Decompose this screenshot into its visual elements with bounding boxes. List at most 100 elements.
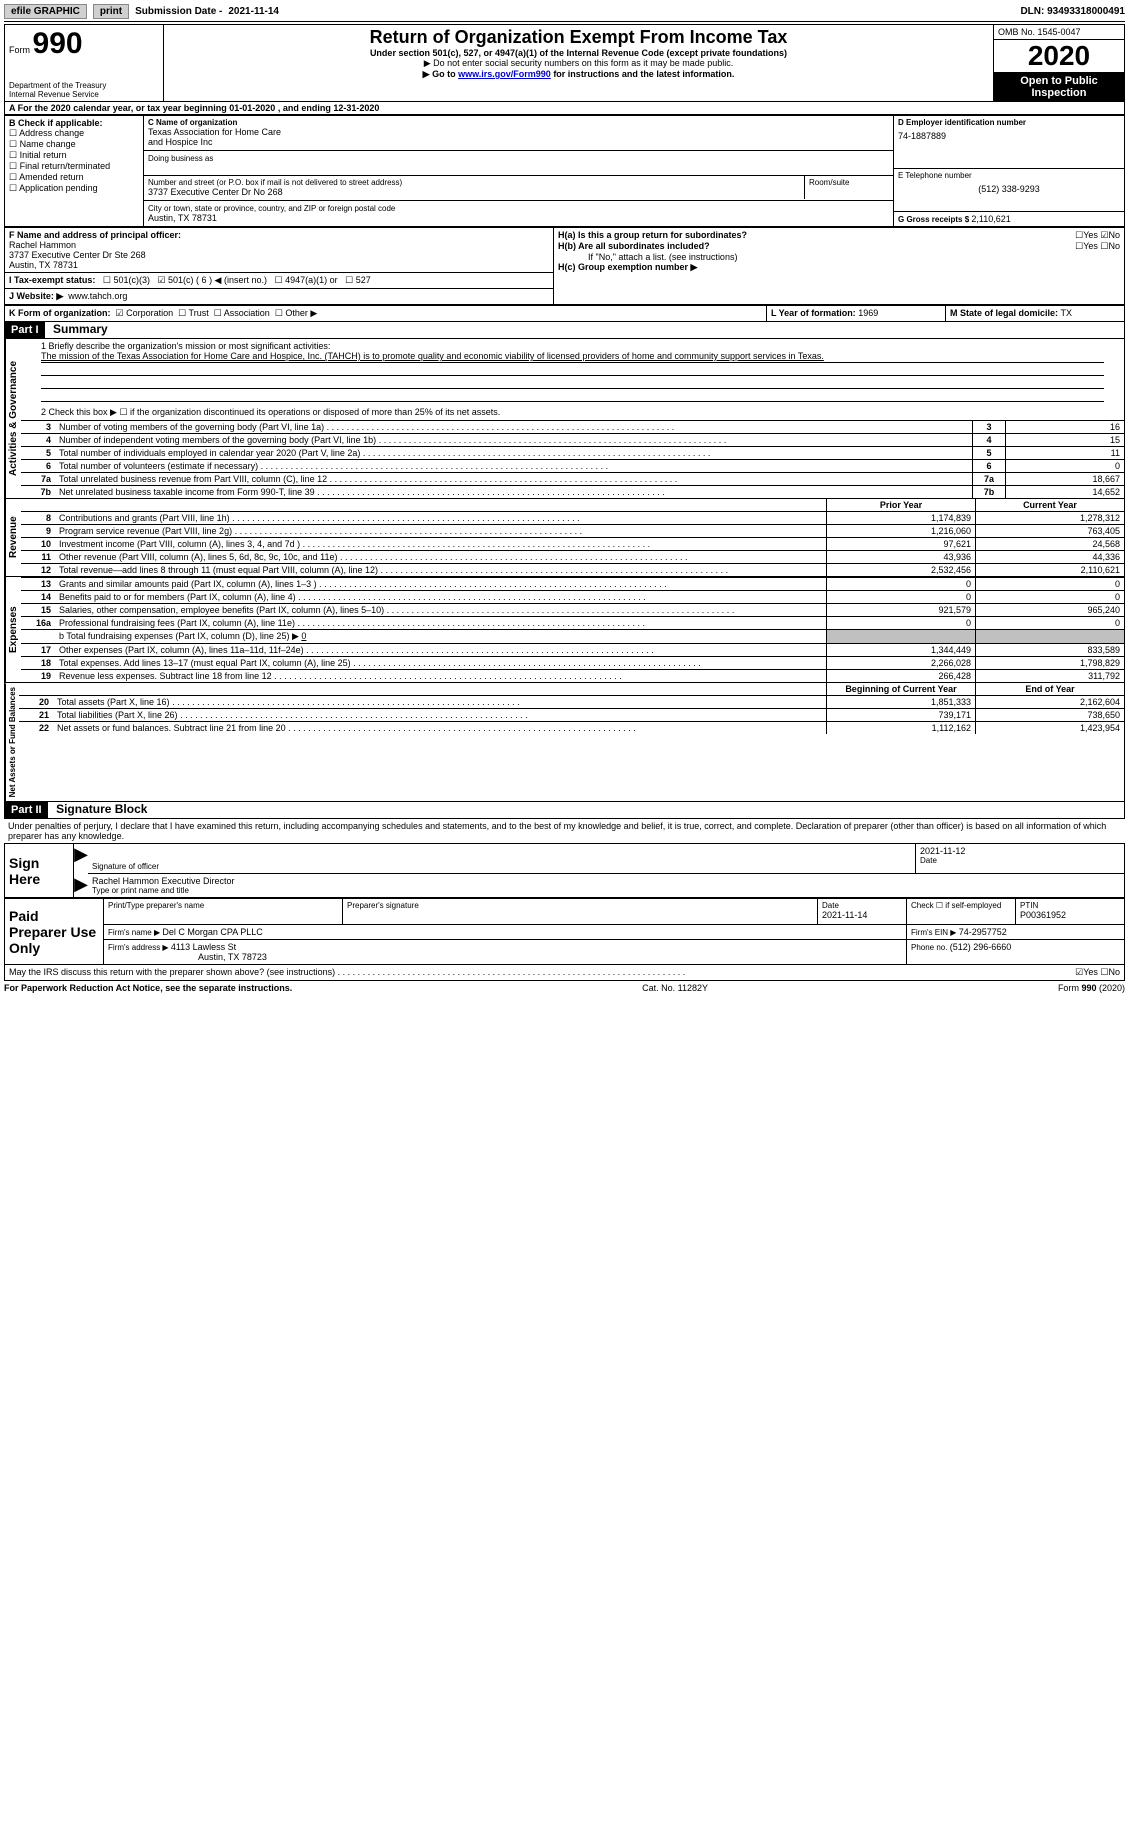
- phone: (512) 338-9293: [898, 184, 1120, 194]
- opt-501c[interactable]: 501(c) ( 6 ) ◀ (insert no.): [168, 275, 267, 285]
- form-number: 990: [33, 27, 83, 60]
- summary-line-12: 12 Total revenue—add lines 8 through 11 …: [21, 563, 1124, 576]
- box-f-label: F Name and address of principal officer:: [9, 230, 549, 240]
- vlabel-expenses: Expenses: [5, 577, 21, 682]
- paid-preparer-block: Paid Preparer Use Only Print/Type prepar…: [4, 898, 1125, 965]
- check-application-pending[interactable]: ☐ Application pending: [9, 183, 139, 194]
- box-j-label: J Website: ▶: [9, 291, 63, 301]
- summary-line-17: 17 Other expenses (Part IX, column (A), …: [21, 643, 1124, 656]
- summary-line-21: 21 Total liabilities (Part X, line 26) 7…: [19, 708, 1124, 721]
- line16b-val: 0: [301, 631, 306, 641]
- firm-addr1: 4113 Lawless St: [171, 942, 236, 952]
- city-label: City or town, state or province, country…: [148, 204, 889, 213]
- type-name-label: Type or print name and title: [92, 886, 1120, 895]
- box-i-label: I Tax-exempt status:: [9, 275, 95, 285]
- website: www.tahch.org: [68, 291, 127, 301]
- discuss-row: May the IRS discuss this return with the…: [4, 965, 1125, 981]
- summary-line-7b: 7b Net unrelated business taxable income…: [21, 485, 1124, 498]
- col-current: Current Year: [975, 499, 1124, 511]
- opt-4947[interactable]: 4947(a)(1) or: [285, 275, 338, 285]
- year-formation: 1969: [858, 308, 878, 318]
- gross-receipts: 2,110,621: [971, 214, 1010, 224]
- check-name-change[interactable]: ☐ Name change: [9, 139, 139, 150]
- ptin-label: PTIN: [1020, 901, 1120, 910]
- firm-ein: 74-2957752: [959, 927, 1007, 937]
- discuss-no[interactable]: No: [1108, 967, 1120, 977]
- discuss-label: May the IRS discuss this return with the…: [9, 967, 1000, 978]
- summary-line-6: 6 Total number of volunteers (estimate i…: [21, 459, 1124, 472]
- opt-corp[interactable]: Corporation: [126, 308, 173, 318]
- officer-addr2: Austin, TX 78731: [9, 260, 549, 270]
- opt-trust[interactable]: Trust: [189, 308, 209, 318]
- mission-text: The mission of the Texas Association for…: [41, 351, 1104, 361]
- summary-line-10: 10 Investment income (Part VIII, column …: [21, 537, 1124, 550]
- summary-line-9: 9 Program service revenue (Part VIII, li…: [21, 524, 1124, 537]
- firm-phone-label: Phone no.: [911, 943, 950, 952]
- summary-line-13: 13 Grants and similar amounts paid (Part…: [21, 577, 1124, 590]
- summary-line-11: 11 Other revenue (Part VIII, column (A),…: [21, 550, 1124, 563]
- org-address: 3737 Executive Center Dr No 268: [148, 187, 800, 197]
- hb-answer: ☐Yes ☐No: [1075, 241, 1120, 252]
- cat-no: Cat. No. 11282Y: [642, 983, 708, 993]
- col-eoy: End of Year: [975, 683, 1124, 695]
- sig-date: 2021-11-12: [920, 846, 1120, 856]
- sig-date-label: Date: [920, 856, 1120, 865]
- check-initial-return[interactable]: ☐ Initial return: [9, 150, 139, 161]
- col-prior: Prior Year: [826, 499, 975, 511]
- firm-ein-label: Firm's EIN ▶: [911, 928, 959, 937]
- part-1: Part I Summary Activities & Governance 1…: [4, 322, 1125, 802]
- box-g-label: G Gross receipts $: [898, 215, 971, 224]
- firm-addr2: Austin, TX 78723: [108, 952, 267, 962]
- summary-line-20: 20 Total assets (Part X, line 16) 1,851,…: [19, 695, 1124, 708]
- summary-line-18: 18 Total expenses. Add lines 13–17 (must…: [21, 656, 1124, 669]
- submission-date: 2021-11-14: [228, 6, 279, 17]
- summary-line-14: 14 Benefits paid to or for members (Part…: [21, 590, 1124, 603]
- vlabel-revenue: Revenue: [5, 499, 21, 576]
- opt-assoc[interactable]: Association: [224, 308, 270, 318]
- irs-link[interactable]: www.irs.gov/Form990: [458, 69, 551, 79]
- form-ref: Form 990 (2020): [1058, 983, 1125, 993]
- sign-here-label: Sign Here: [5, 844, 74, 898]
- form-subtitle: Under section 501(c), 527, or 4947(a)(1)…: [168, 48, 989, 58]
- ha-answer: ☐Yes ☑No: [1075, 230, 1120, 241]
- instr-goto: Go to www.irs.gov/Form990 for instructio…: [168, 69, 989, 80]
- opt-527[interactable]: 527: [356, 275, 371, 285]
- summary-line-7a: 7a Total unrelated business revenue from…: [21, 472, 1124, 485]
- firm-name: Del C Morgan CPA PLLC: [162, 927, 262, 937]
- tax-period: A For the 2020 calendar year, or tax yea…: [4, 102, 1125, 115]
- summary-line-5: 5 Total number of individuals employed i…: [21, 446, 1124, 459]
- dln: DLN: 93493318000491: [1020, 6, 1125, 17]
- opt-501c3[interactable]: 501(c)(3): [113, 275, 150, 285]
- declaration: Under penalties of perjury, I declare th…: [4, 819, 1125, 843]
- check-self-employed[interactable]: Check ☐ if self-employed: [907, 899, 1016, 925]
- hc-label: H(c) Group exemption number ▶: [558, 262, 1120, 273]
- line2: 2 Check this box ▶ ☐ if the organization…: [21, 405, 1124, 420]
- box-m-label: M State of legal domicile:: [950, 308, 1061, 318]
- summary-line-19: 19 Revenue less expenses. Subtract line …: [21, 669, 1124, 682]
- prep-name-label: Print/Type preparer's name: [108, 901, 338, 910]
- check-amended-return[interactable]: ☐ Amended return: [9, 172, 139, 183]
- check-final-return[interactable]: ☐ Final return/terminated: [9, 161, 139, 172]
- tax-year: 2020: [994, 40, 1124, 73]
- print-button[interactable]: print: [93, 4, 129, 19]
- hb-note: If "No," attach a list. (see instruction…: [558, 252, 1120, 262]
- opt-other[interactable]: Other ▶: [285, 308, 317, 318]
- box-k-label: K Form of organization:: [9, 308, 111, 318]
- org-city: Austin, TX 78731: [148, 213, 889, 223]
- addr-label: Number and street (or P.O. box if mail i…: [148, 178, 800, 187]
- discuss-yes[interactable]: Yes: [1083, 967, 1098, 977]
- summary-line-16a: 16a Professional fundraising fees (Part …: [21, 616, 1124, 629]
- prep-sig-label: Preparer's signature: [347, 901, 813, 910]
- vlabel-governance: Activities & Governance: [5, 339, 21, 498]
- officer-name: Rachel Hammon: [9, 240, 549, 250]
- box-l-label: L Year of formation:: [771, 308, 858, 318]
- ha-label: H(a) Is this a group return for subordin…: [558, 230, 747, 241]
- efile-button[interactable]: efile GRAPHIC: [4, 4, 87, 19]
- state-domicile: TX: [1061, 308, 1073, 318]
- sign-here-block: Sign Here ▶ Signature of officer 2021-11…: [4, 843, 1125, 898]
- line16b-label: b Total fundraising expenses (Part IX, c…: [59, 631, 299, 641]
- vlabel-netassets: Net Assets or Fund Balances: [5, 683, 19, 801]
- summary-line-4: 4 Number of independent voting members o…: [21, 433, 1124, 446]
- check-address-change[interactable]: ☐ Address change: [9, 128, 139, 139]
- paid-preparer-label: Paid Preparer Use Only: [5, 899, 104, 965]
